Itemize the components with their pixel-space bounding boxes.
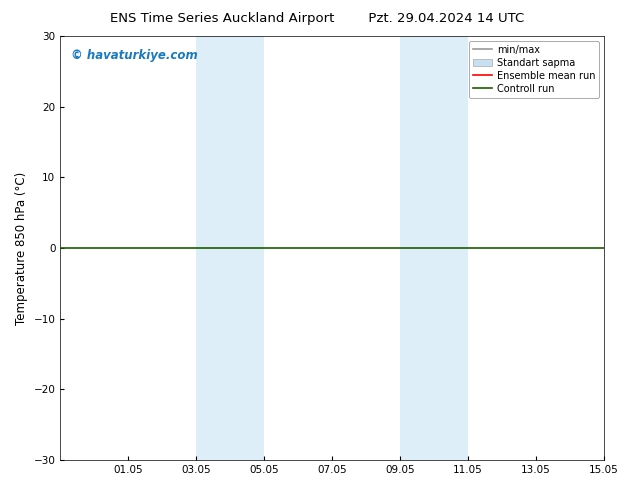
- Bar: [197, 36, 264, 460]
- Legend: min/max, Standart sapma, Ensemble mean run, Controll run: min/max, Standart sapma, Ensemble mean r…: [469, 41, 599, 98]
- Bar: [400, 36, 468, 460]
- Y-axis label: Temperature 850 hPa (°C): Temperature 850 hPa (°C): [15, 172, 28, 325]
- Text: © havaturkiye.com: © havaturkiye.com: [71, 49, 198, 62]
- Text: ENS Time Series Auckland Airport        Pzt. 29.04.2024 14 UTC: ENS Time Series Auckland Airport Pzt. 29…: [110, 12, 524, 25]
